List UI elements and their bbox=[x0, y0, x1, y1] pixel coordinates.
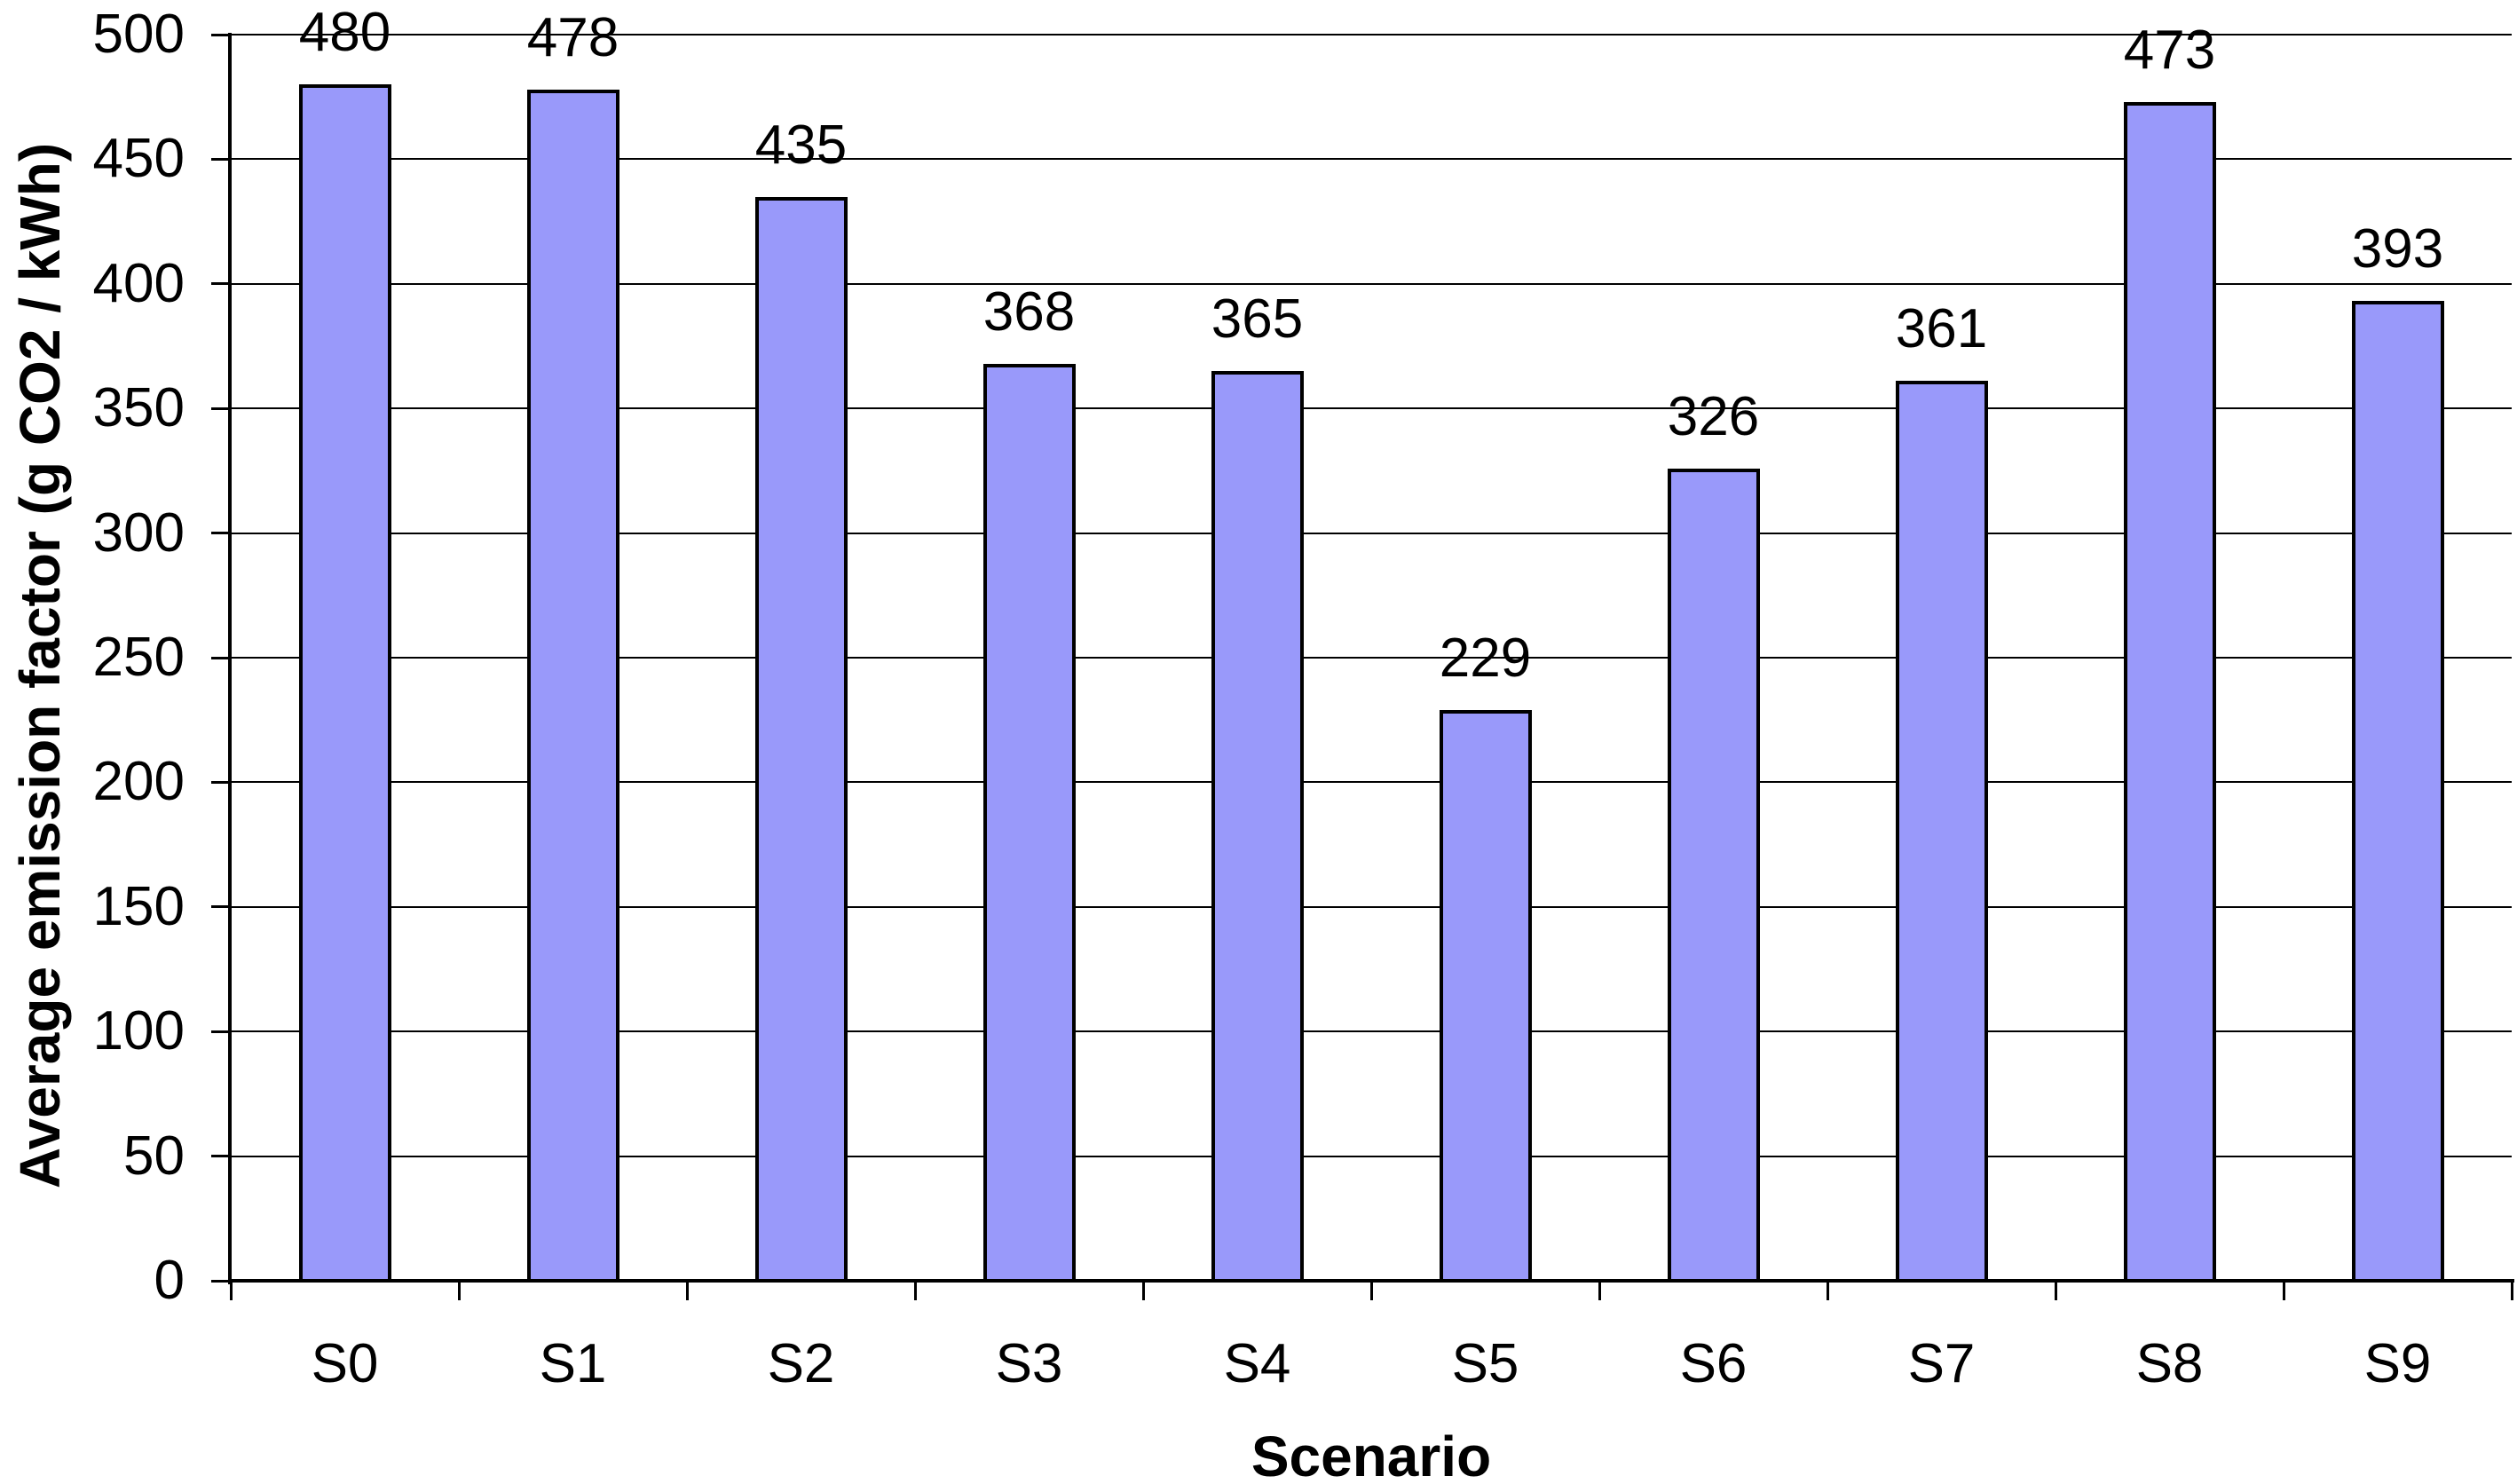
x-category-label: S1 bbox=[539, 1333, 607, 1394]
bar bbox=[1667, 468, 1760, 1283]
gridline bbox=[231, 905, 2512, 908]
bar-value-label: 478 bbox=[526, 6, 619, 68]
y-tick-label: 300 bbox=[92, 501, 185, 564]
y-tick-mark bbox=[211, 905, 231, 909]
y-tick-mark bbox=[211, 1155, 231, 1158]
x-tick-mark bbox=[1598, 1281, 1601, 1300]
x-category-label: S3 bbox=[995, 1333, 1063, 1394]
bar-value-label: 480 bbox=[298, 2, 391, 64]
y-tick-label: 150 bbox=[92, 875, 185, 937]
x-category-label: S6 bbox=[1679, 1333, 1748, 1394]
gridline bbox=[231, 407, 2512, 410]
x-category-label: S5 bbox=[1451, 1333, 1519, 1394]
x-tick-mark bbox=[457, 1281, 461, 1300]
gridline bbox=[231, 282, 2512, 285]
y-tick-label: 350 bbox=[92, 377, 185, 439]
gridline bbox=[231, 532, 2512, 534]
x-axis-line bbox=[228, 1279, 2514, 1283]
y-tick-label: 450 bbox=[92, 128, 185, 190]
bar bbox=[982, 363, 1076, 1283]
bar bbox=[2351, 301, 2444, 1283]
bar bbox=[754, 196, 848, 1283]
y-axis-line bbox=[228, 33, 232, 1284]
gridline bbox=[231, 1030, 2512, 1033]
gridline bbox=[231, 781, 2512, 784]
y-tick-mark bbox=[211, 157, 231, 161]
x-category-label: S9 bbox=[2363, 1333, 2432, 1394]
bar bbox=[298, 84, 391, 1283]
y-tick-label: 400 bbox=[92, 252, 185, 314]
bar-value-label: 361 bbox=[1895, 298, 1988, 360]
y-tick-label: 200 bbox=[92, 751, 185, 813]
x-tick-mark bbox=[1369, 1281, 1373, 1300]
x-tick-mark bbox=[1141, 1281, 1145, 1300]
x-category-label: S2 bbox=[767, 1333, 835, 1394]
bar bbox=[1439, 709, 1532, 1283]
bar bbox=[1895, 381, 1988, 1283]
x-tick-mark bbox=[913, 1281, 917, 1300]
y-tick-label: 500 bbox=[92, 4, 185, 65]
gridline bbox=[231, 657, 2512, 659]
y-tick-label: 0 bbox=[154, 1250, 185, 1311]
x-tick-mark bbox=[229, 1281, 233, 1300]
x-category-label: S4 bbox=[1223, 1333, 1291, 1394]
x-tick-mark bbox=[2510, 1281, 2513, 1300]
y-tick-mark bbox=[211, 33, 231, 36]
bar-value-label: 326 bbox=[1667, 385, 1760, 447]
x-axis-title: Scenario bbox=[1251, 1425, 1492, 1484]
bar-value-label: 435 bbox=[754, 114, 848, 176]
x-category-label: S0 bbox=[311, 1333, 379, 1394]
y-tick-mark bbox=[211, 532, 231, 535]
x-tick-mark bbox=[2282, 1281, 2285, 1300]
y-tick-label: 50 bbox=[123, 1125, 185, 1187]
y-tick-label: 250 bbox=[92, 627, 185, 688]
gridline bbox=[231, 34, 2512, 36]
x-category-label: S8 bbox=[2135, 1333, 2204, 1394]
y-tick-mark bbox=[211, 407, 231, 410]
bar bbox=[2123, 101, 2216, 1283]
x-tick-mark bbox=[685, 1281, 689, 1300]
y-tick-mark bbox=[211, 282, 231, 286]
y-tick-mark bbox=[211, 780, 231, 784]
x-tick-mark bbox=[1826, 1281, 1829, 1300]
y-tick-mark bbox=[211, 1030, 231, 1033]
y-tick-mark bbox=[211, 1279, 231, 1283]
gridline bbox=[231, 158, 2512, 161]
bar-value-label: 368 bbox=[982, 280, 1076, 343]
bar bbox=[526, 89, 619, 1283]
y-tick-mark bbox=[211, 656, 231, 659]
bar-value-label: 365 bbox=[1211, 288, 1304, 351]
bar bbox=[1211, 371, 1304, 1283]
bar-value-label: 229 bbox=[1439, 627, 1532, 689]
bar-value-label: 393 bbox=[2351, 218, 2444, 280]
y-tick-label: 100 bbox=[92, 1000, 185, 1062]
x-category-label: S7 bbox=[1907, 1333, 1976, 1394]
x-tick-mark bbox=[2054, 1281, 2057, 1300]
gridline bbox=[231, 1155, 2512, 1157]
bar-value-label: 473 bbox=[2123, 19, 2216, 81]
